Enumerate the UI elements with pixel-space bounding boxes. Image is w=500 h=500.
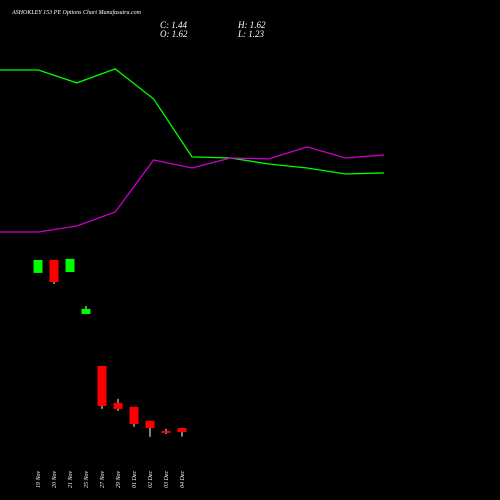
- open-label: O: 1.62: [160, 29, 188, 39]
- x-tick-label: 19 Nov: [36, 470, 42, 488]
- x-tick-label: 25 Nov: [84, 470, 90, 488]
- x-tick-label: 27 Nov: [100, 470, 106, 488]
- high-label: H: 1.62: [237, 20, 266, 30]
- candle-body: [49, 260, 59, 282]
- candle-body: [97, 366, 107, 406]
- x-tick-label: 03 Dec: [164, 471, 170, 488]
- candle-body: [161, 430, 171, 433]
- indicator-line: [0, 68, 385, 175]
- candle-body: [129, 406, 139, 424]
- candle-body: [81, 308, 91, 314]
- low-label: L: 1.23: [237, 29, 265, 39]
- x-tick-label: 29 Nov: [116, 470, 122, 488]
- x-tick-label: 01 Dec: [132, 471, 138, 488]
- x-tick-label: 21 Nov: [68, 470, 74, 488]
- indicator-line: [0, 146, 385, 233]
- candle-body: [177, 428, 187, 432]
- candle-body: [145, 420, 155, 428]
- candle-body: [65, 258, 75, 272]
- candle-body: [33, 260, 43, 273]
- x-tick-label: 02 Dec: [148, 471, 154, 488]
- x-tick-label: 20 Nov: [52, 470, 58, 488]
- close-label: C: 1.44: [160, 20, 188, 30]
- x-tick-label: 04 Dec: [179, 471, 186, 488]
- chart-title: ASHOKLEY 153 PE Options Chart Munafasutr…: [11, 9, 142, 16]
- candle-body: [113, 402, 123, 409]
